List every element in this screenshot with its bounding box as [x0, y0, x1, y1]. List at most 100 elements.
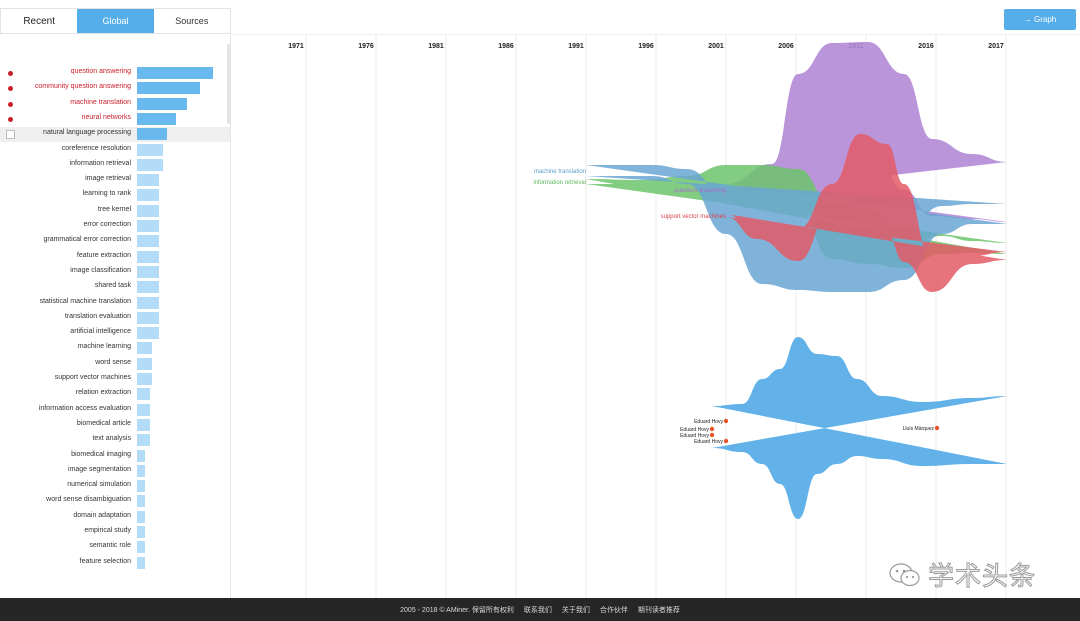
footer-link-journals[interactable]: 期刊读者推荐 [637, 606, 680, 614]
topic-bar [137, 495, 146, 508]
topic-label: relation extraction [75, 389, 131, 397]
topic-label: information access evaluation [38, 404, 131, 412]
topic-row[interactable]: tree kernel [0, 204, 230, 219]
topic-label: coreference resolution [61, 144, 131, 152]
footer-link-about[interactable]: 关于我们 [561, 606, 590, 614]
topic-label: machine learning [77, 343, 131, 351]
topic-label: translation evaluation [64, 312, 131, 320]
topic-bar [137, 449, 146, 462]
topic-label: image classification [70, 266, 131, 274]
topic-row[interactable]: neural networks [0, 112, 230, 127]
tab-global[interactable]: Global [77, 9, 154, 33]
topic-bar [137, 143, 164, 156]
topic-row[interactable]: biomedical article [0, 418, 230, 433]
topic-row[interactable]: question answering [0, 66, 230, 81]
topic-row[interactable]: image retrieval [0, 173, 230, 188]
topic-row[interactable]: natural language processing [0, 127, 230, 143]
topic-label: neural networks [81, 113, 131, 121]
topic-bar [137, 327, 160, 340]
topic-row[interactable]: grammatical error correction [0, 234, 230, 249]
topic-label: tree kernel [97, 205, 131, 213]
topic-row[interactable]: machine learning [0, 341, 230, 356]
footer-link-contact[interactable]: 联系我们 [523, 606, 552, 614]
topic-label: grammatical error correction [43, 236, 131, 244]
year-tick-label: 1986 [498, 43, 514, 50]
topic-label: machine translation [70, 98, 131, 106]
year-tick-label: 1971 [288, 43, 304, 50]
selected-dot-icon [8, 116, 13, 122]
topic-bar [137, 373, 153, 385]
topic-checkbox[interactable] [6, 130, 15, 140]
topic-bar [137, 67, 213, 79]
topic-bar [137, 235, 160, 248]
topic-row[interactable]: artificial intelligence [0, 326, 230, 341]
stream-label: support vector machines [661, 214, 726, 220]
topic-row[interactable]: domain adaptation [0, 510, 230, 525]
tab-sources[interactable]: Sources [175, 16, 209, 26]
topic-row[interactable]: feature extraction [0, 250, 230, 265]
author-marker [934, 425, 940, 431]
watermark: 学术头条 [888, 556, 1036, 593]
author-label: Eduard Hovy [694, 439, 723, 445]
topic-bar [137, 82, 200, 95]
topic-row[interactable]: image classification [0, 265, 230, 280]
year-tick-label: 1996 [638, 43, 654, 50]
topic-bar [137, 112, 176, 125]
topic-row[interactable]: empirical study [0, 525, 230, 540]
year-tick-label: 2016 [918, 43, 934, 50]
topic-row[interactable]: feature selection [0, 556, 230, 571]
topic-label: natural language processing [43, 129, 131, 137]
topic-row[interactable]: semantic role [0, 540, 230, 555]
topic-row[interactable]: translation evaluation [0, 311, 230, 326]
author-label: Eduard Hovy [680, 433, 709, 439]
topic-bar [137, 464, 146, 477]
graph-button[interactable]: → Graph [1004, 9, 1076, 30]
author-marker [723, 438, 729, 444]
topic-label: feature selection [79, 557, 131, 565]
topic-row[interactable]: error correction [0, 219, 230, 234]
topic-bar [137, 388, 151, 401]
footer-link-partners[interactable]: 合作伙伴 [599, 606, 628, 614]
topic-label: shared task [94, 282, 131, 290]
topic-label: learning to rank [82, 190, 131, 198]
topic-row[interactable]: word sense disambiguation [0, 494, 230, 509]
topic-row[interactable]: information access evaluation [0, 403, 230, 418]
topic-row[interactable]: text analysis [0, 433, 230, 448]
topic-row[interactable]: community question answering [0, 81, 230, 96]
topic-row[interactable]: numerical simulation [0, 479, 230, 494]
selected-dot-icon [8, 101, 13, 107]
topic-row[interactable]: support vector machines [0, 372, 230, 387]
year-tick-label: 1981 [428, 43, 444, 50]
topic-row[interactable]: image segmentation [0, 464, 230, 479]
topic-bar [137, 189, 160, 202]
tab-recent[interactable]: Recent [23, 15, 55, 27]
topic-row[interactable]: word sense [0, 357, 230, 372]
topic-label: feature extraction [76, 251, 131, 259]
topic-row[interactable]: information retrieval [0, 158, 230, 173]
topic-label: biomedical imaging [71, 450, 131, 458]
topic-bar [137, 418, 151, 431]
topic-bar [137, 281, 160, 294]
topic-label: support vector machines [54, 374, 131, 381]
view-tabs: Recent Global Sources [0, 8, 231, 34]
topic-scrollbar[interactable] [227, 44, 230, 124]
topic-bar [137, 403, 151, 416]
topic-bar [137, 250, 160, 263]
topic-row[interactable]: learning to rank [0, 188, 230, 203]
topic-bar [137, 265, 160, 278]
topic-bar [137, 510, 146, 523]
topic-bar [137, 480, 146, 493]
topic-panel: question answering community question ans… [0, 34, 231, 598]
topic-row[interactable]: statistical machine translation [0, 296, 230, 311]
year-tick-label: 1976 [358, 43, 374, 50]
topic-row[interactable]: shared task [0, 280, 230, 295]
topic-row[interactable]: biomedical imaging [0, 449, 230, 464]
topic-label: domain adaptation [73, 511, 131, 519]
topic-row[interactable]: machine translation [0, 97, 230, 112]
topic-label: semantic role [89, 542, 131, 550]
author-marker [709, 432, 715, 438]
topic-bar [137, 541, 146, 554]
topic-row[interactable]: coreference resolution [0, 143, 230, 158]
topic-bar [137, 174, 160, 187]
topic-row[interactable]: relation extraction [0, 387, 230, 402]
